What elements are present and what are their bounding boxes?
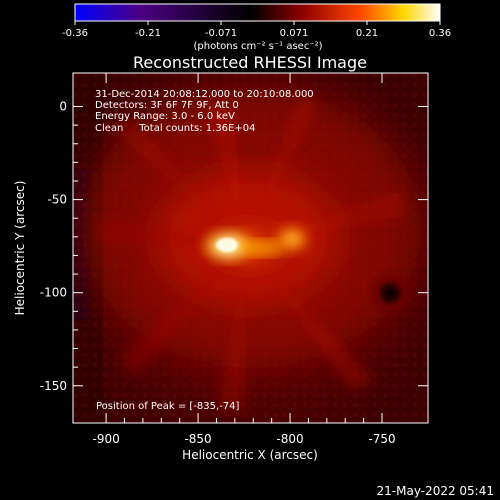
observation-annotations: 31-Dec-2014 20:08:12.000 to 20:10:08.000… bbox=[95, 89, 314, 134]
x-axis-label: Heliocentric X (arcsec) bbox=[182, 448, 318, 462]
annotation-counts: Clean Total counts: 1.36E+04 bbox=[95, 123, 255, 134]
x-tick-label: -900 bbox=[92, 432, 119, 446]
streak-down bbox=[218, 245, 245, 412]
negative-ring-outline bbox=[373, 276, 407, 310]
colorbar-tick-label: 0.36 bbox=[429, 28, 451, 39]
footer-timestamp: 21-May-2022 05:41 bbox=[377, 484, 494, 498]
annotation-detectors: Detectors: 3F 6F 7F 9F, Att 0 bbox=[95, 100, 239, 111]
x-axis-ticks: -900 -850 -800 -750 bbox=[92, 73, 396, 446]
streak-down-right bbox=[245, 245, 375, 392]
annotation-energy: Energy Range: 3.0 - 6.0 keV bbox=[95, 111, 235, 122]
bridge-glow bbox=[240, 239, 284, 257]
colorbar-gradient bbox=[74, 3, 441, 22]
colorbar-tick-label: -0.071 bbox=[205, 28, 237, 39]
plot-frame bbox=[72, 72, 429, 424]
peak-position: Position of Peak = [-835,-74] bbox=[96, 401, 240, 412]
colorbar-tick-label: -0.21 bbox=[135, 28, 161, 39]
colorbar-tick-label: 0.071 bbox=[280, 28, 309, 39]
annotation-time: 31-Dec-2014 20:08:12.000 to 20:10:08.000 bbox=[95, 89, 314, 100]
x-tick-label: -800 bbox=[276, 432, 303, 446]
x-tick-label: -750 bbox=[368, 432, 395, 446]
colorbar-ticks bbox=[74, 21, 441, 25]
y-tick-label: -100 bbox=[40, 286, 67, 300]
x-tick-label: -850 bbox=[184, 432, 211, 446]
negative-ring-glow bbox=[364, 267, 416, 319]
colorbar-unit-label: (photons cm⁻² s⁻¹ asec⁻²) bbox=[193, 41, 322, 52]
y-axis-ticks: 0 -50 -100 -150 bbox=[40, 100, 428, 393]
y-tick-label: -150 bbox=[40, 379, 67, 393]
y-tick-label: 0 bbox=[59, 100, 67, 114]
y-tick-label: -50 bbox=[47, 193, 67, 207]
chart-title: Reconstructed RHESSI Image bbox=[133, 53, 367, 72]
streak-up-left bbox=[112, 116, 245, 245]
colorbar-tick-label: 0.21 bbox=[356, 28, 378, 39]
colorbar-tick-label: -0.36 bbox=[62, 28, 88, 39]
y-axis-label: Heliocentric Y (arcsec) bbox=[13, 181, 27, 316]
streak-up-right bbox=[245, 98, 320, 245]
primary-core bbox=[216, 238, 238, 252]
colorbar-tick-labels: -0.36 -0.21 -0.071 0.071 0.21 0.36 bbox=[62, 28, 451, 39]
heatmap-image bbox=[73, 73, 428, 423]
